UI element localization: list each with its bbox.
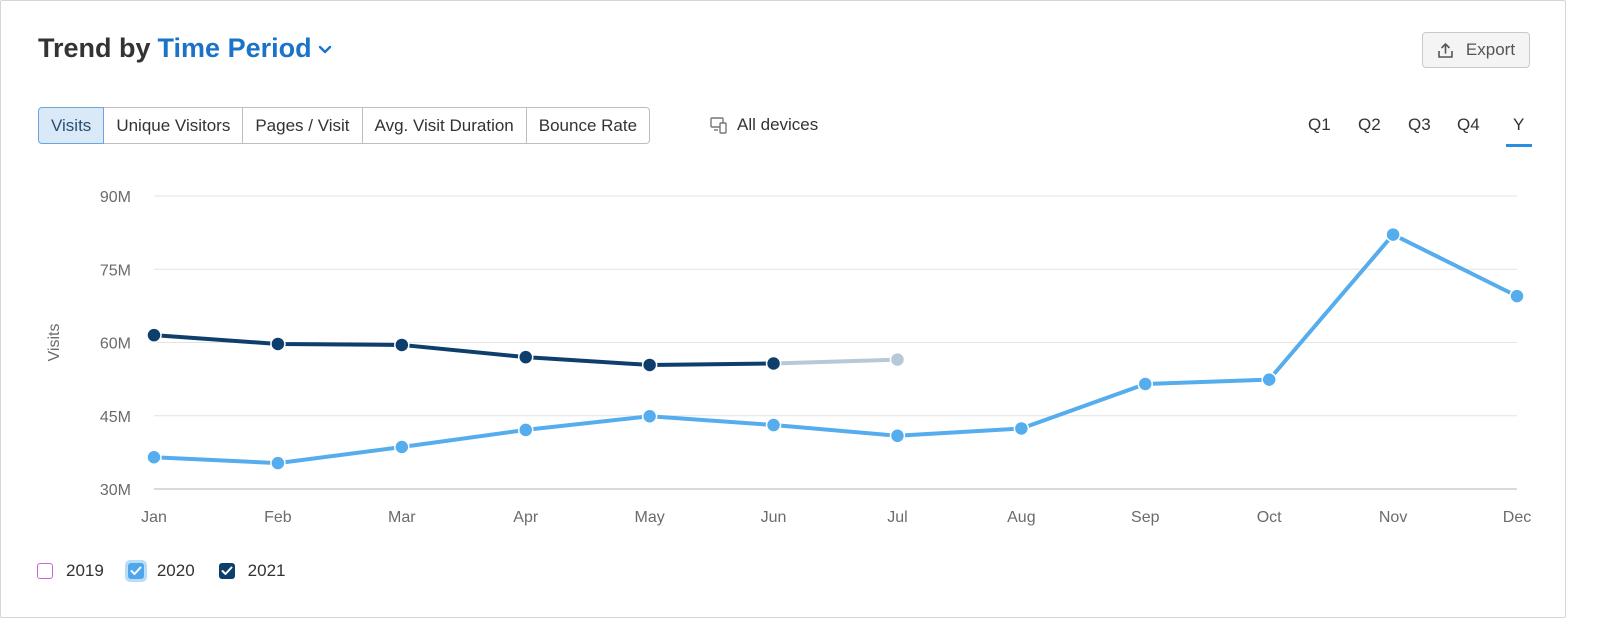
metric-tabs: Visits Unique Visitors Pages / Visit Avg… bbox=[38, 107, 651, 144]
data-point-2020 bbox=[889, 428, 906, 444]
legend-item-2019[interactable]: 2019 bbox=[37, 561, 104, 581]
x-tick-label: Nov bbox=[1379, 509, 1407, 526]
legend-label-2021: 2021 bbox=[247, 561, 286, 580]
visits-line-chart: 30M 45M 60M 75M 90M Visits Jan Feb Mar Apr May Jun J… bbox=[46, 189, 1531, 526]
checkbox-unchecked-icon bbox=[37, 563, 53, 579]
x-tick-label: May bbox=[635, 509, 665, 526]
export-button[interactable]: Export bbox=[1422, 32, 1530, 68]
data-point-2020 bbox=[1385, 226, 1401, 243]
tab-q1[interactable]: Q1 bbox=[1308, 115, 1331, 134]
x-tick-label: Feb bbox=[264, 509, 292, 526]
upload-icon bbox=[1438, 42, 1453, 58]
series-line-2021 bbox=[152, 333, 776, 367]
y-axis-title: Visits bbox=[46, 324, 63, 362]
data-point-2020 bbox=[765, 417, 782, 433]
checkbox-checked-icon bbox=[218, 563, 235, 579]
data-point-2021 bbox=[394, 337, 410, 353]
x-tick-label: Mar bbox=[388, 509, 416, 526]
time-period-label: Time Period bbox=[157, 33, 312, 63]
x-tick-label: Jun bbox=[761, 509, 787, 526]
data-point-2021-projected bbox=[889, 351, 906, 368]
tab-avg-visit-duration[interactable]: Avg. Visit Duration bbox=[361, 107, 527, 144]
x-tick-label: Aug bbox=[1007, 509, 1035, 526]
tab-q4[interactable]: Q4 bbox=[1457, 115, 1480, 134]
checkbox-checked-icon bbox=[127, 563, 144, 579]
data-point-2020 bbox=[1261, 371, 1277, 388]
tab-unique-visitors[interactable]: Unique Visitors bbox=[103, 107, 244, 144]
tab-q2[interactable]: Q2 bbox=[1358, 115, 1381, 134]
data-point-2020 bbox=[1137, 376, 1154, 392]
trend-card: Trend by Time Period Export Visits Uniqu… bbox=[0, 0, 1566, 618]
devices-selector[interactable]: All devices bbox=[710, 115, 818, 135]
devices-icon bbox=[710, 117, 727, 134]
tab-q3[interactable]: Q3 bbox=[1408, 115, 1431, 134]
x-tick-label: Oct bbox=[1257, 509, 1282, 526]
data-point-2020 bbox=[641, 408, 658, 424]
y-tick-label: 90M bbox=[100, 189, 131, 206]
y-tick-label: 45M bbox=[100, 409, 131, 426]
legend-label-2019: 2019 bbox=[66, 561, 104, 580]
data-point-2020 bbox=[1509, 288, 1525, 304]
x-tick-label: Apr bbox=[513, 509, 539, 526]
x-tick-label: Jan bbox=[141, 509, 167, 526]
data-point-2020 bbox=[146, 449, 162, 466]
tab-bounce-rate[interactable]: Bounce Rate bbox=[525, 107, 651, 144]
card-title: Trend by Time Period bbox=[38, 33, 332, 64]
legend-label-2020: 2020 bbox=[156, 561, 195, 580]
data-point-2021 bbox=[765, 355, 782, 372]
data-point-2021 bbox=[146, 327, 162, 343]
y-tick-label: 30M bbox=[100, 482, 131, 499]
data-point-2020 bbox=[1013, 420, 1030, 437]
series-line-2020 bbox=[152, 232, 1519, 466]
data-point-2021 bbox=[270, 336, 286, 352]
title-prefix: Trend by bbox=[38, 33, 151, 63]
chart-legend: 2019 2020 2021 bbox=[37, 560, 309, 582]
x-tick-label: Jul bbox=[887, 509, 907, 526]
y-tick-label: 75M bbox=[100, 262, 131, 279]
series-line-2021-projected bbox=[771, 357, 900, 366]
y-tick-label: 60M bbox=[100, 336, 131, 353]
active-period-indicator bbox=[1506, 144, 1532, 147]
data-point-2020 bbox=[270, 455, 286, 471]
devices-label: All devices bbox=[737, 115, 819, 134]
data-point-2020 bbox=[517, 422, 534, 438]
legend-item-2021[interactable]: 2021 bbox=[218, 561, 286, 581]
tab-visits[interactable]: Visits bbox=[38, 107, 105, 144]
data-point-2021 bbox=[641, 357, 658, 373]
export-label: Export bbox=[1465, 40, 1516, 59]
data-point-2021 bbox=[517, 349, 534, 365]
x-tick-label: Dec bbox=[1503, 509, 1531, 526]
time-period-dropdown[interactable]: Time Period bbox=[158, 33, 332, 64]
tab-year[interactable]: Y bbox=[1513, 115, 1525, 134]
legend-item-2020[interactable]: 2020 bbox=[124, 560, 195, 582]
chevron-down-icon bbox=[318, 45, 331, 54]
x-tick-label: Sep bbox=[1131, 509, 1160, 526]
tab-pages-per-visit[interactable]: Pages / Visit bbox=[242, 107, 363, 144]
data-point-2020 bbox=[394, 439, 410, 455]
